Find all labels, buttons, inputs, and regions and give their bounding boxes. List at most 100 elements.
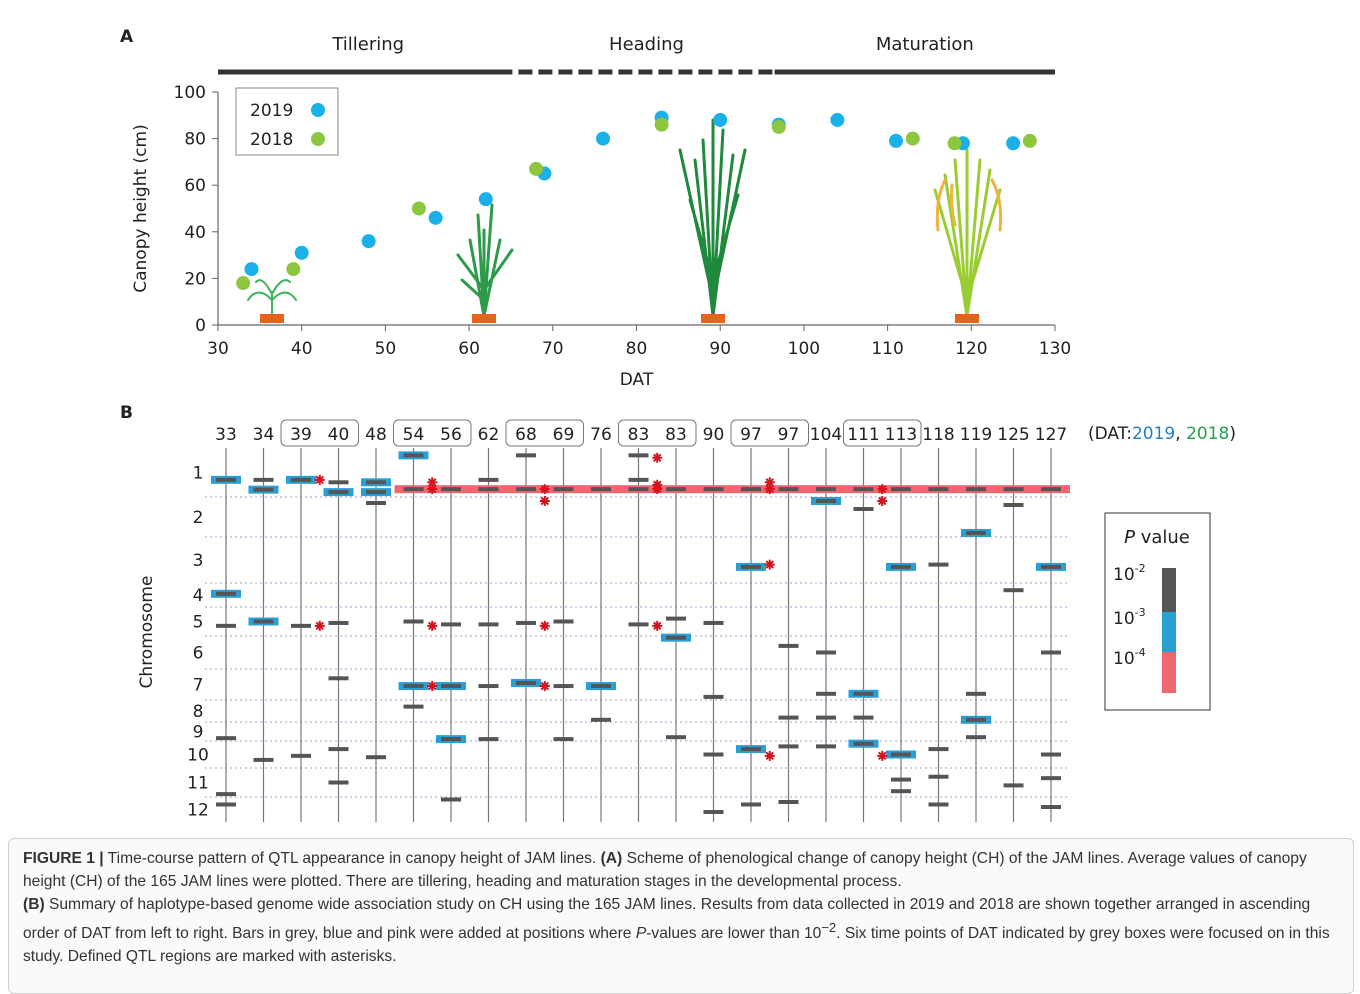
y-axis-label: Chromosome <box>137 576 157 689</box>
p-legend-swatch <box>1162 652 1176 693</box>
chromosome-label: 6 <box>193 644 204 664</box>
association-bar <box>778 744 799 749</box>
dat-label: 83 <box>628 425 650 445</box>
x-tick-label: 90 <box>709 339 731 359</box>
association-bar <box>703 694 724 699</box>
association-bar <box>928 487 949 492</box>
data-point <box>236 276 251 291</box>
qtl-asterisk <box>652 452 663 463</box>
key-text: (DAT: <box>1088 424 1132 444</box>
year-key: (DAT:2019, 2018) <box>1088 424 1236 444</box>
x-tick-label: 80 <box>626 339 648 359</box>
association-bar <box>966 735 986 740</box>
p-legend-swatch <box>1162 612 1176 652</box>
legend-text: value <box>1135 527 1190 548</box>
association-bar <box>1003 503 1024 507</box>
association-bar <box>891 777 911 782</box>
dat-label: 104 <box>810 425 842 445</box>
association-bar <box>891 564 911 569</box>
x-tick-label: 50 <box>375 339 397 359</box>
figure-caption: FIGURE 1 | Time-course pattern of QTL ap… <box>8 838 1354 994</box>
association-bar <box>816 499 836 503</box>
y-tick-label: 60 <box>184 176 206 196</box>
dat-label: 39 <box>290 425 312 445</box>
qtl-asterisk <box>764 484 775 495</box>
qtl-asterisk <box>652 484 663 495</box>
association-bar <box>853 507 874 511</box>
data-point <box>286 262 301 277</box>
legend-swatch <box>311 132 325 146</box>
chromosome-label: 8 <box>193 702 204 722</box>
p-legend-label: 10-4 <box>1113 646 1146 669</box>
figure: A B Tillering Heading Maturation 0 20 40 60 80 1… <box>120 27 1236 822</box>
association-bar <box>553 737 574 742</box>
association-bar <box>441 622 461 627</box>
y-tick-label: 0 <box>195 316 206 336</box>
association-bar <box>553 684 574 689</box>
stage-label: Maturation <box>876 34 974 55</box>
chromosome-label: 3 <box>193 551 204 571</box>
p-legend-label: 10-2 <box>1113 562 1146 585</box>
association-bar <box>816 715 836 720</box>
y-tick-label: 100 <box>174 83 206 103</box>
chromosome-label: 2 <box>193 508 204 528</box>
legend-base: 10 <box>1113 649 1135 669</box>
chromosome-label: 5 <box>193 613 204 633</box>
x-tick-label: 30 <box>207 339 229 359</box>
legend-exponent: -2 <box>1135 562 1146 575</box>
dat-label: 69 <box>553 425 575 445</box>
association-bar <box>778 800 799 804</box>
key-text: ) <box>1229 424 1236 444</box>
association-bar <box>1041 752 1061 757</box>
association-bar <box>966 717 986 722</box>
association-bar <box>666 735 686 740</box>
legend-label: 2019 <box>250 101 293 121</box>
association-bar <box>966 531 986 535</box>
data-point <box>244 262 259 277</box>
association-bar <box>253 757 274 762</box>
chromosome-label: 1 <box>193 464 204 484</box>
association-bar <box>1041 487 1061 492</box>
qtl-asterisk <box>427 681 438 692</box>
association-bar <box>928 747 949 752</box>
association-bar <box>928 774 949 779</box>
association-bar <box>628 622 649 627</box>
data-point <box>596 131 611 146</box>
dat-label: 119 <box>960 425 992 445</box>
dat-label: 90 <box>703 425 725 445</box>
dat-label: 54 <box>403 425 425 445</box>
dat-label: 127 <box>1035 425 1067 445</box>
x-tick-label: 130 <box>1039 339 1071 359</box>
stage-label: Tillering <box>331 34 404 55</box>
association-bar <box>216 623 236 628</box>
association-bar <box>253 477 274 482</box>
association-bar <box>366 490 386 495</box>
data-point <box>771 119 786 134</box>
association-bar <box>553 487 574 492</box>
association-bar <box>366 501 386 505</box>
association-bar <box>478 487 499 492</box>
chromosome-label: 4 <box>193 586 204 606</box>
caption-text: Summary of haplotype-based genome wide a… <box>23 896 1311 943</box>
association-bar <box>628 487 649 492</box>
association-bar <box>328 620 349 625</box>
association-bar <box>516 453 536 458</box>
association-bar <box>1041 650 1061 655</box>
association-bar <box>291 623 311 628</box>
association-bar <box>666 616 686 621</box>
association-bar <box>628 453 649 458</box>
qtl-asterisk <box>539 681 550 692</box>
association-bar <box>328 747 349 752</box>
association-bar <box>328 676 349 681</box>
association-bar <box>366 480 386 485</box>
legend-text: P <box>1124 527 1135 548</box>
association-bar <box>966 487 986 492</box>
caption-text: P <box>635 925 647 943</box>
qtl-asterisk <box>764 477 775 488</box>
dat-label: 97 <box>740 425 762 445</box>
dat-label: 48 <box>365 425 387 445</box>
association-bar <box>253 619 274 624</box>
caption-text: Time-course pattern of QTL appearance in… <box>103 850 601 867</box>
association-bar <box>441 684 461 689</box>
